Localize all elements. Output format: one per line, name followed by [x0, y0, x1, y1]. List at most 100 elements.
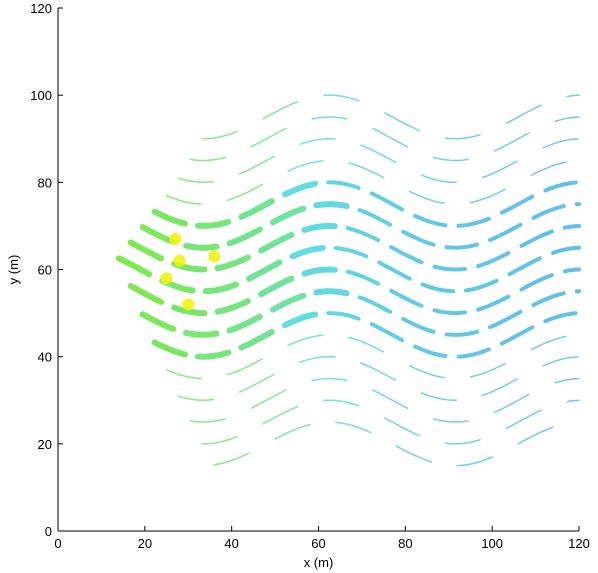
trajectory-segment: [408, 190, 446, 205]
x-tick-label: 60: [311, 536, 325, 551]
trajectory-segment: [348, 162, 385, 179]
x-axis-label: x (m): [304, 555, 334, 570]
y-tick-label: 120: [30, 1, 52, 16]
trajectory-segment: [444, 133, 481, 140]
source-marker: [173, 254, 186, 267]
trajectory-segment: [183, 329, 220, 338]
trajectory-segment: [226, 183, 263, 202]
trajectory-segment: [543, 180, 578, 193]
source-marker: [160, 272, 173, 285]
trajectory-segment: [372, 389, 409, 410]
trajectory-segment: [139, 224, 177, 245]
trajectory-segment: [127, 283, 165, 305]
y-tick-label: 60: [38, 263, 52, 278]
trajectory-segment: [542, 355, 579, 367]
trajectory-segment: [262, 100, 299, 120]
trajectory-segment: [326, 311, 361, 321]
trajectory-segment: [505, 104, 542, 125]
trajectory-segment: [444, 438, 481, 445]
trajectory-segment: [432, 264, 467, 272]
trajectory-segment: [183, 242, 220, 251]
trajectory-segment: [345, 269, 381, 286]
trajectory-segment: [311, 116, 348, 120]
trajectory-segment: [287, 160, 324, 172]
trajectory-segment: [456, 216, 491, 228]
trajectory-segment: [213, 452, 250, 466]
trajectory-segment: [542, 138, 579, 149]
trajectory-marks: [115, 94, 581, 467]
trajectory-segment: [281, 180, 319, 198]
trajectory-segment: [505, 409, 542, 430]
axes: 0 20 40 60 80 100 120 0 20 40 60 80 100 120 x (m) y …: [6, 1, 590, 570]
trajectory-segment: [377, 260, 412, 281]
trajectory-segment: [420, 392, 458, 401]
trajectory-segment: [519, 273, 554, 292]
trajectory-segment: [383, 417, 421, 437]
source-marker: [182, 298, 195, 311]
trajectory-segment: [177, 177, 214, 184]
y-tick-label: 40: [38, 350, 52, 365]
source-marker: [208, 250, 221, 263]
trajectory-segment: [269, 205, 307, 226]
y-tick-label: 0: [45, 524, 52, 539]
source-marker: [169, 232, 182, 245]
trajectory-segment: [189, 418, 226, 423]
trajectory-segment: [507, 256, 542, 277]
trajectory-segment: [269, 292, 307, 313]
trajectory-segment: [444, 242, 479, 250]
trajectory-segment: [195, 349, 232, 360]
trajectory-segment: [413, 344, 448, 358]
trajectory-segment: [214, 254, 251, 272]
trajectory-segment: [323, 399, 360, 407]
trajectory-segment: [165, 369, 203, 380]
x-tick-label: 0: [54, 536, 61, 551]
trajectory-segment: [258, 232, 295, 254]
trajectory-segment: [432, 418, 470, 423]
trajectory-segment: [420, 282, 456, 294]
trajectory-segment: [488, 309, 523, 330]
trajectory-segment: [214, 298, 251, 315]
trajectory-segment: [238, 198, 275, 220]
trajectory-segment: [345, 226, 381, 243]
trajectory-segment: [562, 267, 581, 274]
trajectory-segment: [313, 288, 350, 297]
trajectory-segment: [469, 188, 506, 204]
trajectory-segment: [401, 316, 436, 334]
trajectory-segment: [274, 423, 311, 440]
trajectory-segment: [554, 116, 580, 123]
trajectory-segment: [195, 218, 232, 229]
trajectory-segment: [238, 373, 275, 393]
trajectory-segment: [115, 255, 153, 278]
trajectory-segment: [250, 389, 287, 410]
trajectory-segment: [323, 94, 360, 102]
trajectory-segment: [202, 281, 239, 295]
trajectory-segment: [551, 245, 581, 255]
trajectory-segment: [432, 156, 470, 162]
trajectory-segment: [238, 155, 275, 175]
trajectory-segment: [226, 226, 263, 247]
x-tick-label: 120: [568, 536, 590, 551]
trajectory-segment: [389, 245, 424, 265]
trajectory-segment: [408, 365, 446, 379]
trajectory-segment: [313, 201, 350, 210]
trajectory-segment: [488, 222, 523, 242]
trajectory-segment: [530, 161, 567, 177]
trajectory-segment: [335, 421, 372, 434]
trajectory-segment: [348, 336, 385, 353]
trajectory-segment: [517, 426, 554, 445]
trajectory-segment: [281, 311, 319, 329]
y-tick-label: 80: [38, 175, 52, 190]
trajectory-segment: [165, 194, 203, 205]
trajectory-segment: [481, 160, 518, 179]
trajectory-segment: [262, 405, 299, 425]
trajectory-segment: [464, 278, 499, 293]
trajectory-segment: [287, 334, 324, 347]
trajectory-segment: [476, 294, 511, 312]
x-tick-label: 80: [398, 536, 412, 551]
trajectory-segment: [444, 329, 479, 337]
trajectory-segment: [499, 325, 535, 346]
trajectory-segment: [456, 456, 493, 467]
trajectory-segment: [360, 362, 397, 381]
trajectory-segment: [357, 208, 393, 227]
